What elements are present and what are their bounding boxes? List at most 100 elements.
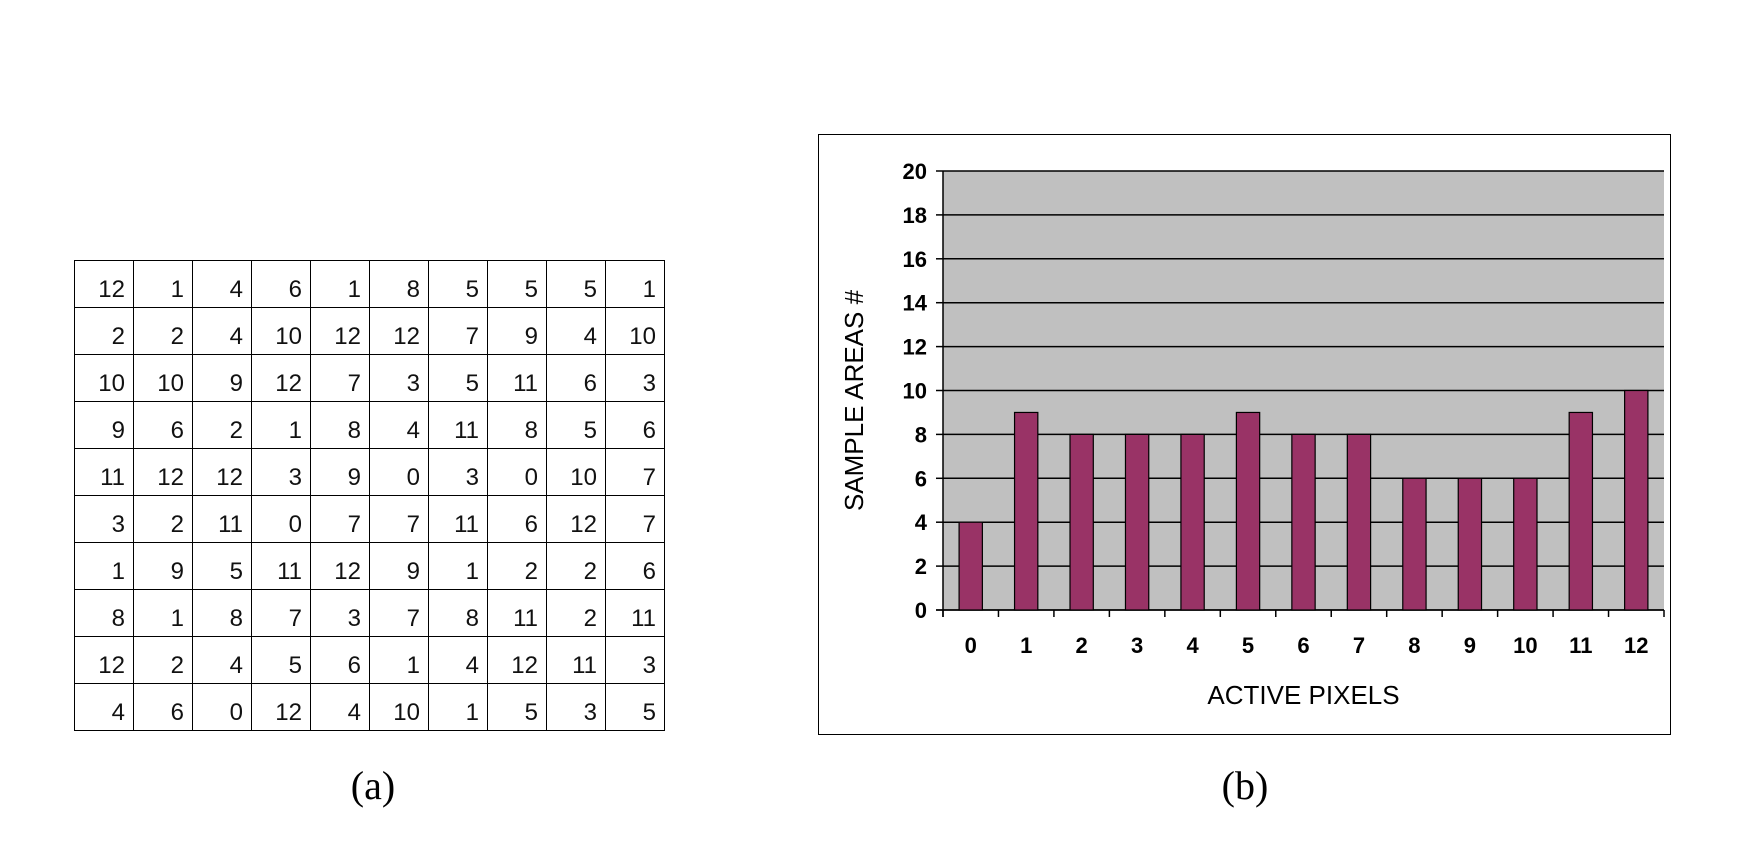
table-cell: 3 xyxy=(428,448,488,496)
table-cell: 8 xyxy=(369,260,429,308)
table-cell: 12 xyxy=(310,542,370,590)
table-cell: 4 xyxy=(192,260,252,308)
table-cell: 11 xyxy=(428,495,488,543)
table-cell: 2 xyxy=(133,636,193,684)
table-cell: 4 xyxy=(310,683,370,731)
table-cell: 1 xyxy=(369,636,429,684)
bar xyxy=(1513,477,1538,611)
x-tick-label: 11 xyxy=(1569,633,1592,658)
y-tick-label: 0 xyxy=(915,598,927,623)
table-row: 1 9 5 11 12 9 1 2 2 6 xyxy=(74,542,665,590)
table-cell: 4 xyxy=(369,401,429,449)
table-cell: 6 xyxy=(487,495,547,543)
bar xyxy=(1069,433,1094,611)
table-cell: 1 xyxy=(133,589,193,637)
table-cell: 12 xyxy=(251,354,311,402)
table-cell: 5 xyxy=(428,354,488,402)
y-tick-label: 6 xyxy=(915,466,927,491)
x-tick-label: 0 xyxy=(965,633,977,658)
table-cell: 6 xyxy=(310,636,370,684)
bar xyxy=(1124,433,1150,611)
table-cell: 10 xyxy=(251,307,311,355)
table-cell: 7 xyxy=(310,354,370,402)
table-cell: 7 xyxy=(369,495,429,543)
x-tick-label: 7 xyxy=(1353,633,1365,658)
bar xyxy=(1013,411,1039,611)
x-tick-label: 4 xyxy=(1186,633,1199,658)
table-row: 10 10 9 12 7 3 5 11 6 3 xyxy=(74,354,665,402)
table-cell: 2 xyxy=(546,589,606,637)
table-cell: 2 xyxy=(133,495,193,543)
table-cell: 5 xyxy=(487,260,547,308)
bar xyxy=(1457,477,1483,611)
table-cell: 9 xyxy=(487,307,547,355)
y-tick-label: 18 xyxy=(903,203,927,228)
table-cell: 6 xyxy=(605,401,665,449)
table-row: 2 2 4 10 12 12 7 9 4 10 xyxy=(74,307,665,355)
table-cell: 12 xyxy=(192,448,252,496)
y-tick-label: 14 xyxy=(903,291,928,316)
x-tick-label: 3 xyxy=(1131,633,1143,658)
table-row: 12 1 4 6 1 8 5 5 5 1 xyxy=(74,260,665,308)
table-cell: 0 xyxy=(192,683,252,731)
table-cell: 0 xyxy=(251,495,311,543)
table-cell: 3 xyxy=(310,589,370,637)
table-cell: 4 xyxy=(546,307,606,355)
x-tick-label: 6 xyxy=(1297,633,1309,658)
y-tick-label: 10 xyxy=(903,379,927,404)
table-cell: 5 xyxy=(546,260,606,308)
table-cell: 1 xyxy=(310,260,370,308)
table-row: 4 6 0 12 4 10 1 5 3 5 xyxy=(74,683,665,731)
table-cell: 3 xyxy=(546,683,606,731)
table-cell: 9 xyxy=(310,448,370,496)
table-cell: 6 xyxy=(133,401,193,449)
table-cell: 10 xyxy=(605,307,665,355)
y-tick-label: 12 xyxy=(903,335,927,360)
table-cell: 7 xyxy=(605,448,665,496)
table-cell: 8 xyxy=(310,401,370,449)
bar xyxy=(1180,433,1205,611)
table-cell: 9 xyxy=(133,542,193,590)
table-cell: 3 xyxy=(251,448,311,496)
table-cell: 11 xyxy=(487,354,547,402)
table-cell: 8 xyxy=(74,589,134,637)
table-row: 11 12 12 3 9 0 3 0 10 7 xyxy=(74,448,665,496)
table-cell: 3 xyxy=(605,354,665,402)
table-cell: 12 xyxy=(251,683,311,731)
table-cell: 4 xyxy=(74,683,134,731)
caption-a: (a) xyxy=(350,763,396,808)
table-cell: 11 xyxy=(192,495,252,543)
table-cell: 2 xyxy=(546,542,606,590)
table-row: 8 1 8 7 3 7 8 11 2 11 xyxy=(74,589,665,637)
table-cell: 4 xyxy=(192,636,252,684)
table-cell: 11 xyxy=(605,589,665,637)
table-cell: 9 xyxy=(74,401,134,449)
x-tick-label: 8 xyxy=(1408,633,1420,658)
table-cell: 4 xyxy=(192,307,252,355)
x-tick-label: 12 xyxy=(1624,633,1648,658)
table-cell: 10 xyxy=(546,448,606,496)
pixel-count-table: 12 1 4 6 1 8 5 5 5 1 2 2 4 10 12 12 7 9 4 10 10 10 9 12 7 3 5 11 6 3 9… xyxy=(74,260,665,731)
table-cell: 12 xyxy=(487,636,547,684)
table-cell: 11 xyxy=(546,636,606,684)
table-cell: 7 xyxy=(428,307,488,355)
table-cell: 3 xyxy=(74,495,134,543)
table-cell: 2 xyxy=(487,542,547,590)
table-cell: 10 xyxy=(133,354,193,402)
x-tick-label: 1 xyxy=(1020,633,1032,658)
table-cell: 4 xyxy=(428,636,488,684)
bar xyxy=(1402,477,1427,611)
table-cell: 2 xyxy=(192,401,252,449)
table-cell: 11 xyxy=(428,401,488,449)
table-cell: 1 xyxy=(74,542,134,590)
table-cell: 8 xyxy=(487,401,547,449)
table-cell: 12 xyxy=(310,307,370,355)
table-cell: 5 xyxy=(192,542,252,590)
table-cell: 9 xyxy=(192,354,252,402)
table-cell: 11 xyxy=(487,589,547,637)
table-row: 12 2 4 5 6 1 4 12 11 3 xyxy=(74,636,665,684)
table-cell: 7 xyxy=(251,589,311,637)
table-cell: 3 xyxy=(605,636,665,684)
table-cell: 0 xyxy=(369,448,429,496)
